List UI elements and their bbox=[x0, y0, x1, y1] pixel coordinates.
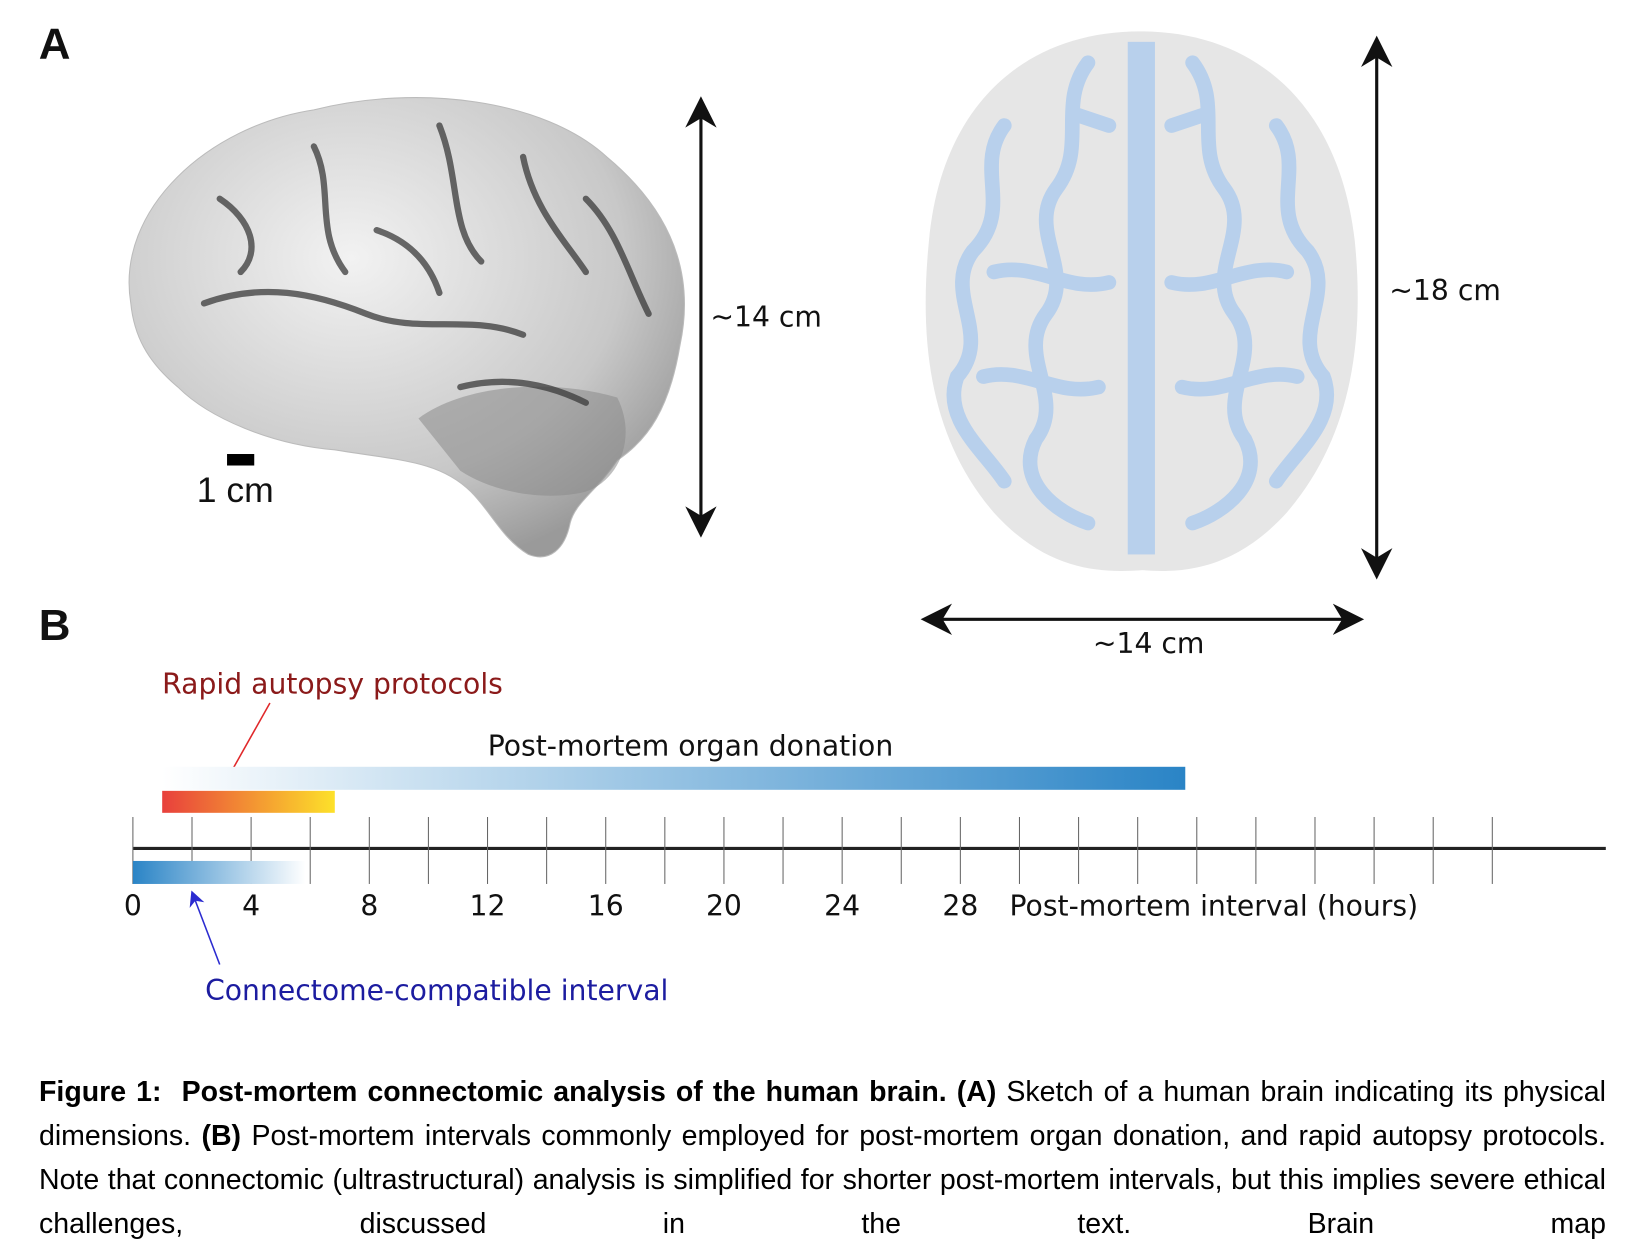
caption-text: Post-mortem intervals commonly employed … bbox=[39, 1120, 1607, 1240]
connectome-label: Connectome-compatible interval bbox=[205, 974, 668, 1007]
caption-part-label: (A) bbox=[956, 1076, 997, 1108]
figure-caption: Figure 1: Post-mortem connectomic analys… bbox=[39, 1070, 1606, 1246]
organ-donation-label: Post-mortem organ donation bbox=[488, 729, 894, 762]
caption-label: Figure 1: bbox=[39, 1076, 162, 1108]
top-brain bbox=[925, 31, 1358, 571]
organ-donation-bar bbox=[162, 766, 1186, 790]
rapid-autopsy-label: Rapid autopsy protocols bbox=[162, 668, 503, 701]
panel-label: A bbox=[39, 20, 71, 69]
pointer-arrow bbox=[189, 890, 221, 965]
dimension-label: ~18 cm bbox=[1389, 274, 1501, 307]
tick-label: 0 bbox=[124, 889, 142, 922]
tick-label: 4 bbox=[242, 889, 260, 922]
tick-label: 12 bbox=[470, 889, 506, 922]
scale-label: 1 cm bbox=[197, 470, 274, 510]
rapid-autopsy-bar bbox=[162, 790, 335, 813]
tick-label: 24 bbox=[824, 889, 860, 922]
connectome-bar bbox=[132, 860, 306, 884]
dimension-label: ~14 cm bbox=[1093, 627, 1205, 660]
tick-label: 20 bbox=[706, 889, 742, 922]
caption-text: Sketch of a human brain indicating its p… bbox=[39, 1076, 1606, 1152]
tick-label: 28 bbox=[942, 889, 978, 922]
axis-title: Post-mortem interval (hours) bbox=[1010, 889, 1419, 922]
dimension-label: ~14 cm bbox=[710, 300, 822, 333]
tick-label: 8 bbox=[360, 889, 378, 922]
caption-title: Post-mortem connectomic analysis of the … bbox=[181, 1076, 947, 1108]
panel-label: B bbox=[39, 601, 71, 650]
caption-part-label: (B) bbox=[201, 1120, 242, 1152]
tick-group: 0 4 8 12 16 20 24 28 bbox=[124, 817, 1493, 922]
tick-label: 16 bbox=[588, 889, 624, 922]
lateral-brain bbox=[128, 97, 685, 558]
